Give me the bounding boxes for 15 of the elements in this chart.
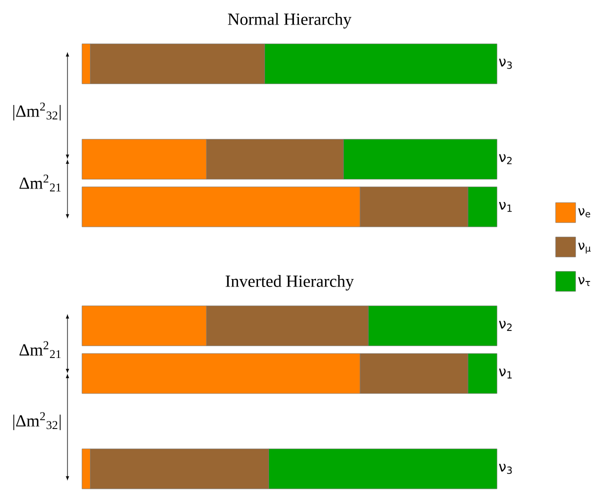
text: Δm$^{2}$21 (20, 174, 61, 192)
y-tick-label: ν$_{3}$ (499, 464, 512, 474)
y-tick-label: ν$_{2}$ (499, 154, 512, 164)
legend-label: ν$_{e}$ (578, 208, 590, 218)
text: |Δm$^{2}$$_{32}$| (13, 102, 61, 120)
y-tick-label: ν$_{1}$ (499, 202, 512, 212)
y-tick-label: ν$_{2}$ (499, 320, 512, 331)
text: Δm$^{2}$21 (20, 341, 61, 358)
y-tick-label: ν$_{3}$ (499, 58, 512, 69)
legend-label: ν$_{τ}$ (578, 277, 590, 286)
chart-title: Normal Hierarchy (228, 13, 352, 28)
text: |Δm$^{2}$$_{32}$| (13, 412, 61, 430)
legend-label: ν$_{μ}$ (578, 242, 591, 254)
chart-title: Inverted Hierarchy (226, 275, 354, 290)
y-tick-label: ν$_{1}$ (499, 368, 512, 378)
